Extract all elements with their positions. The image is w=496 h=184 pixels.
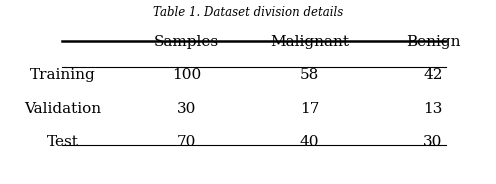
Text: Table 1. Dataset division details: Table 1. Dataset division details	[153, 6, 343, 19]
